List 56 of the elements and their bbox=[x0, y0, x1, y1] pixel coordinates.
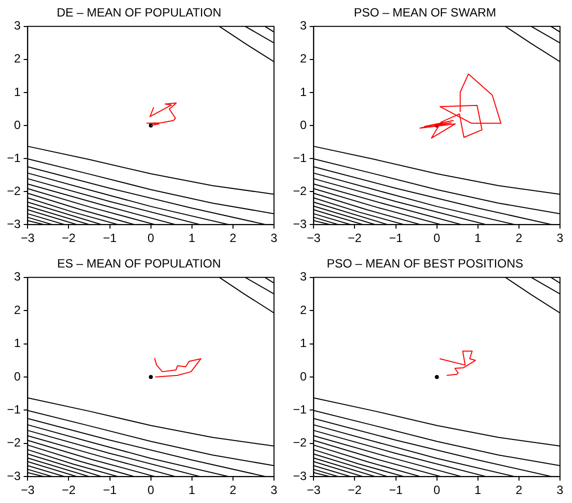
y-tick-label: 1 bbox=[14, 84, 21, 99]
x-tick-label: −2 bbox=[348, 231, 362, 246]
x-tick-label: 2 bbox=[516, 483, 523, 498]
y-tick-label: 2 bbox=[300, 52, 307, 66]
y-tick-label: 0 bbox=[300, 369, 307, 384]
y-tick-label: −3 bbox=[6, 468, 21, 483]
y-tick-label: −1 bbox=[292, 402, 307, 417]
y-tick-label: −2 bbox=[292, 184, 307, 198]
x-tick-label: 3 bbox=[556, 231, 564, 246]
y-tick-label: 2 bbox=[14, 302, 21, 317]
y-tick-label: −1 bbox=[292, 150, 307, 165]
y-tick-label: 3 bbox=[300, 270, 307, 284]
x-tick-label: 1 bbox=[474, 231, 482, 246]
x-tick-label: −1 bbox=[388, 483, 403, 498]
y-tick-label: 0 bbox=[14, 369, 21, 384]
x-tick-label: 1 bbox=[474, 483, 482, 498]
y-tick-label: −2 bbox=[292, 436, 307, 450]
y-tick-label: −1 bbox=[6, 402, 21, 417]
x-tick-label: 3 bbox=[556, 483, 564, 498]
y-tick-label: 3 bbox=[14, 18, 21, 33]
y-tick-label: −3 bbox=[292, 216, 307, 231]
x-tick-label: −1 bbox=[102, 231, 117, 246]
y-tick-label: 2 bbox=[14, 52, 21, 66]
y-tick-label: −3 bbox=[292, 468, 307, 483]
y-tick-label: −2 bbox=[6, 436, 21, 450]
chart-title: ES – MEAN OF POPULATION bbox=[57, 256, 221, 271]
x-tick-label: 3 bbox=[270, 231, 278, 246]
y-tick-label: 0 bbox=[300, 118, 307, 132]
chart-title: PSO – MEAN OF SWARM bbox=[354, 6, 496, 20]
chart-title: PSO – MEAN OF BEST POSITIONS bbox=[326, 256, 524, 271]
x-tick-label: 0 bbox=[433, 231, 440, 246]
y-tick-label: 2 bbox=[300, 302, 307, 317]
x-tick-label: 0 bbox=[147, 483, 154, 498]
x-tick-label: 0 bbox=[433, 483, 440, 498]
x-tick-label: −2 bbox=[348, 483, 362, 498]
y-tick-label: 0 bbox=[14, 118, 21, 132]
chart-title: DE – MEAN OF POPULATION bbox=[56, 6, 222, 20]
y-tick-label: −2 bbox=[6, 184, 21, 198]
x-tick-label: 0 bbox=[147, 231, 154, 246]
y-tick-label: 1 bbox=[300, 84, 307, 99]
x-tick-label: −2 bbox=[62, 231, 76, 246]
y-tick-label: 3 bbox=[14, 270, 21, 284]
y-tick-label: 3 bbox=[300, 18, 307, 33]
x-tick-label: 3 bbox=[270, 483, 278, 498]
y-tick-label: −3 bbox=[6, 216, 21, 231]
x-tick-label: −1 bbox=[388, 231, 403, 246]
y-tick-label: −1 bbox=[6, 150, 21, 165]
x-tick-label: −2 bbox=[62, 483, 76, 498]
x-tick-label: −1 bbox=[102, 483, 117, 498]
x-tick-label: 2 bbox=[230, 483, 237, 498]
x-tick-label: 1 bbox=[188, 231, 196, 246]
x-tick-label: 1 bbox=[188, 483, 196, 498]
y-tick-label: 1 bbox=[300, 336, 307, 350]
y-tick-label: 1 bbox=[14, 336, 21, 350]
x-tick-label: 2 bbox=[516, 231, 523, 246]
x-tick-label: 2 bbox=[230, 231, 237, 246]
